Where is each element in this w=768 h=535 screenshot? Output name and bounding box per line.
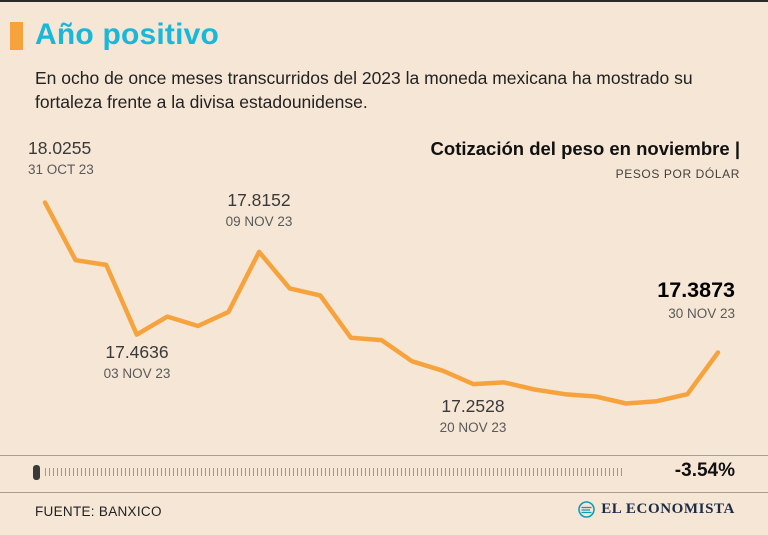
annotation-peak: 17.8152 09 NOV 23 bbox=[179, 190, 339, 229]
brand-name: EL ECONOMISTA bbox=[601, 501, 735, 517]
subtitle: En ocho de once meses transcurridos del … bbox=[35, 68, 693, 113]
annotation-peak-value: 17.8152 bbox=[227, 190, 291, 210]
annotation-peak-date: 09 NOV 23 bbox=[225, 214, 293, 229]
chart-header: Cotización del peso en noviembre | PESOS… bbox=[431, 138, 740, 181]
scrubber-handle[interactable] bbox=[33, 464, 40, 480]
annotation-end-value: 17.3873 bbox=[657, 278, 735, 302]
annotation-low2-value: 17.2528 bbox=[441, 396, 505, 416]
accent-square-icon bbox=[10, 22, 23, 50]
annotation-low1: 17.4636 03 NOV 23 bbox=[57, 342, 217, 381]
top-divider bbox=[0, 0, 768, 2]
annotation-low1-date: 03 NOV 23 bbox=[103, 366, 171, 381]
source-label: FUENTE: BANXICO bbox=[35, 504, 162, 519]
peso-line bbox=[42, 200, 721, 406]
annotation-low2: 17.2528 20 NOV 23 bbox=[393, 396, 553, 435]
el-economista-logo: EL ECONOMISTA bbox=[578, 501, 735, 518]
annotation-low2-date: 20 NOV 23 bbox=[439, 420, 507, 435]
wave-circle-icon bbox=[578, 501, 595, 518]
annotation-start-date: 31 OCT 23 bbox=[28, 162, 94, 177]
timeline-scrubber bbox=[33, 463, 623, 481]
scrubber-track[interactable] bbox=[45, 468, 623, 476]
divider-above-footer bbox=[0, 492, 768, 493]
annotation-end: 17.3873 30 NOV 23 bbox=[657, 278, 735, 321]
divider-above-scrubber bbox=[0, 455, 768, 456]
line-chart-canvas bbox=[42, 200, 721, 406]
annotation-start-value: 18.0255 bbox=[28, 138, 92, 158]
header: Año positivo bbox=[10, 18, 219, 52]
change-percent: -3.54% bbox=[674, 460, 735, 481]
chart-units: PESOS POR DÓLAR bbox=[615, 167, 740, 181]
chart-title: Cotización del peso en noviembre | bbox=[430, 138, 740, 159]
annotation-start: 18.0255 31 OCT 23 bbox=[28, 138, 94, 177]
page-title: Año positivo bbox=[35, 18, 220, 51]
annotation-end-date: 30 NOV 23 bbox=[668, 306, 735, 321]
peso-chart: 18.0255 31 OCT 23 Cotización del peso en… bbox=[0, 130, 768, 460]
annotation-low1-value: 17.4636 bbox=[105, 342, 169, 362]
